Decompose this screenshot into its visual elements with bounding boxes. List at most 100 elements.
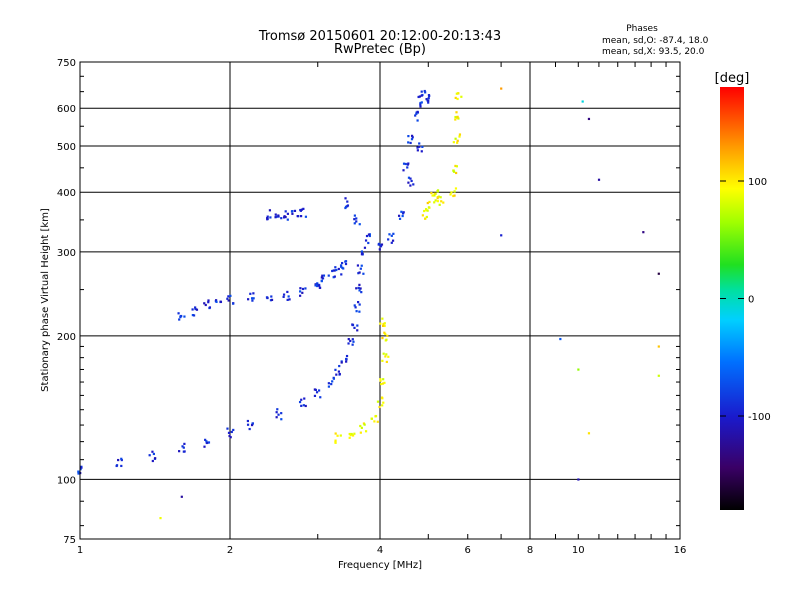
echo-point-s0-t0-3-3 — [178, 450, 181, 453]
echo-point-s0-t2-2-5 — [416, 110, 419, 113]
echo-point-s0-t0-12-4 — [345, 354, 349, 358]
echo-point-s1-t0-7-3 — [383, 331, 386, 334]
echo-point-s0-t3-7-4 — [282, 295, 285, 298]
echo-point-s2-t0-1-0 — [180, 495, 183, 498]
echo-point-s2-t0-6-0 — [587, 117, 591, 121]
chart-subtitle: RwPretec (Bp) — [334, 42, 426, 57]
echo-point-s1-t0-2-5 — [359, 431, 362, 434]
echo-point-s0-t0-8-1 — [298, 400, 302, 404]
echo-point-s1-t0-5-0 — [379, 379, 382, 382]
echo-point-s1-t0-5-4 — [383, 381, 386, 384]
echo-point-s0-t1-3-3 — [377, 243, 380, 246]
echo-point-s0-t0-3-4 — [183, 442, 186, 445]
echo-point-s0-t4-2-5 — [333, 275, 336, 278]
echo-point-s1-t2-1-5 — [455, 165, 458, 168]
echo-point-s0-t1-6-3 — [410, 179, 413, 183]
echo-point-s0-t1-4-0 — [390, 234, 393, 237]
echo-point-s0-t3-6-5 — [265, 296, 269, 299]
echo-point-s0-t1-7-1 — [416, 146, 419, 149]
echo-point-s0-t4-2-0 — [331, 269, 334, 273]
echo-point-s1-t2-1-4 — [454, 164, 457, 168]
echo-point-s0-t0-4-1 — [205, 440, 208, 443]
echo-point-s1-t0-5-5 — [382, 378, 385, 381]
echo-point-s0-t4-0-3 — [318, 286, 322, 289]
echo-point-s0-t0-4-4 — [207, 441, 211, 444]
echo-point-s1-t1-4-0 — [436, 200, 439, 203]
echo-point-s0-t4-0-5 — [318, 284, 321, 287]
echo-point-s0-t1-0-5 — [344, 206, 347, 210]
y-tick-label-6: 600 — [57, 104, 76, 115]
echo-point-s0-t2-1-1 — [407, 135, 410, 138]
echo-point-s0-t5-1-2 — [277, 214, 280, 217]
echo-point-s2-t0-14-0 — [500, 87, 503, 90]
echo-point-s0-t5-2-0 — [282, 216, 286, 219]
echo-point-s0-t3-5-5 — [252, 297, 255, 300]
echo-point-s1-t0-3-4 — [373, 420, 376, 423]
echo-point-s0-t1-5-4 — [401, 214, 404, 218]
echo-point-s1-t1-3-0 — [433, 194, 436, 197]
echo-point-s0-t2-3-2 — [417, 95, 420, 99]
echo-point-s0-t0-7-5 — [275, 411, 278, 414]
echo-point-s0-t0-14-5 — [351, 323, 354, 327]
echo-point-s0-t1-5-2 — [400, 210, 403, 213]
echo-point-s1-t2-3-4 — [454, 118, 457, 121]
echo-point-s0-t3-5-4 — [252, 292, 255, 295]
echo-point-s1-t0-0-1 — [336, 434, 339, 437]
echo-point-s1-t2-1-2 — [452, 169, 455, 172]
echo-point-s1-t0-1-4 — [353, 432, 356, 435]
echo-point-s0-t0-18-4 — [363, 246, 367, 249]
echo-point-s1-t0-1-5 — [350, 432, 353, 436]
echo-point-s0-t1-1-0 — [353, 222, 356, 225]
echo-point-s0-t1-2-1 — [368, 234, 371, 238]
echo-point-s1-t1-4-3 — [436, 196, 439, 199]
phase-stats-heading: Phases — [626, 24, 658, 34]
echo-point-s1-t0-8-3 — [381, 324, 385, 327]
echo-point-s0-t4-4-5 — [342, 267, 345, 270]
echo-point-s0-t0-12-5 — [340, 361, 343, 364]
echo-point-s0-t2-3-5 — [419, 103, 422, 106]
colorbar-ticks: 100 0 -100 — [720, 177, 771, 423]
echo-point-s0-t0-7-2 — [277, 413, 280, 416]
echo-point-s1-t1-3-5 — [436, 189, 440, 192]
echo-point-s0-t1-6-0 — [409, 184, 412, 187]
echo-point-s1-t2-0-5 — [453, 194, 456, 197]
echo-point-s0-t0-1-4 — [115, 464, 118, 468]
echo-point-s0-t0-18-5 — [360, 253, 364, 256]
echo-point-s0-t0-3-1 — [181, 445, 184, 448]
echo-point-s0-t3-1-2 — [191, 308, 194, 311]
echo-point-s0-t3-5-0 — [250, 297, 254, 300]
echo-point-s1-t2-4-0 — [454, 96, 457, 99]
echo-point-s0-t4-1-3 — [320, 280, 323, 283]
echo-point-s0-t5-2-4 — [283, 215, 286, 218]
y-tick-label-1: 100 — [57, 475, 76, 486]
echo-point-s0-t4-2-4 — [332, 276, 335, 279]
echo-point-s0-t3-1-4 — [192, 314, 196, 317]
echo-point-s0-t0-1-5 — [120, 464, 123, 468]
echo-point-s0-t0-16-0 — [358, 289, 361, 292]
echo-point-s0-t2-0-0 — [402, 162, 406, 165]
echo-point-s0-t0-1-1 — [117, 458, 120, 462]
echo-point-s1-t0-8-5 — [383, 322, 386, 325]
echo-point-s1-t2-2-4 — [456, 139, 459, 142]
echo-point-s0-t2-4-3 — [423, 89, 426, 93]
echo-point-s0-t0-4-5 — [204, 438, 207, 441]
echo-point-s1-t0-6-3 — [384, 355, 387, 358]
echo-point-s1-t0-6-2 — [385, 353, 388, 356]
echo-point-s0-t5-3-3 — [293, 209, 297, 212]
x-tick-label-0: 1 — [77, 545, 83, 556]
echo-point-s0-t3-7-1 — [288, 298, 291, 301]
echo-point-s0-t1-4-5 — [388, 233, 391, 236]
echo-point-s1-t2-2-3 — [456, 141, 459, 144]
echo-point-s0-t0-7-1 — [280, 412, 283, 415]
echo-point-s0-t1-5-0 — [402, 211, 405, 214]
phase-stats-o: mean, sd,O: -87.4, 18.0 — [602, 36, 709, 46]
echo-point-s1-t1-2-0 — [434, 199, 437, 202]
echo-point-s1-t0-3-1 — [376, 420, 379, 423]
echo-point-s0-t5-4-0 — [299, 215, 303, 218]
echo-point-s0-t0-14-0 — [356, 324, 359, 327]
echo-point-s1-t2-2-5 — [458, 133, 462, 136]
echo-point-s0-t5-1-4 — [274, 213, 277, 216]
x-tick-label-4: 8 — [527, 545, 533, 556]
y-tick-label-0: 75 — [63, 535, 76, 546]
echo-point-s1-t2-2-1 — [458, 135, 461, 138]
